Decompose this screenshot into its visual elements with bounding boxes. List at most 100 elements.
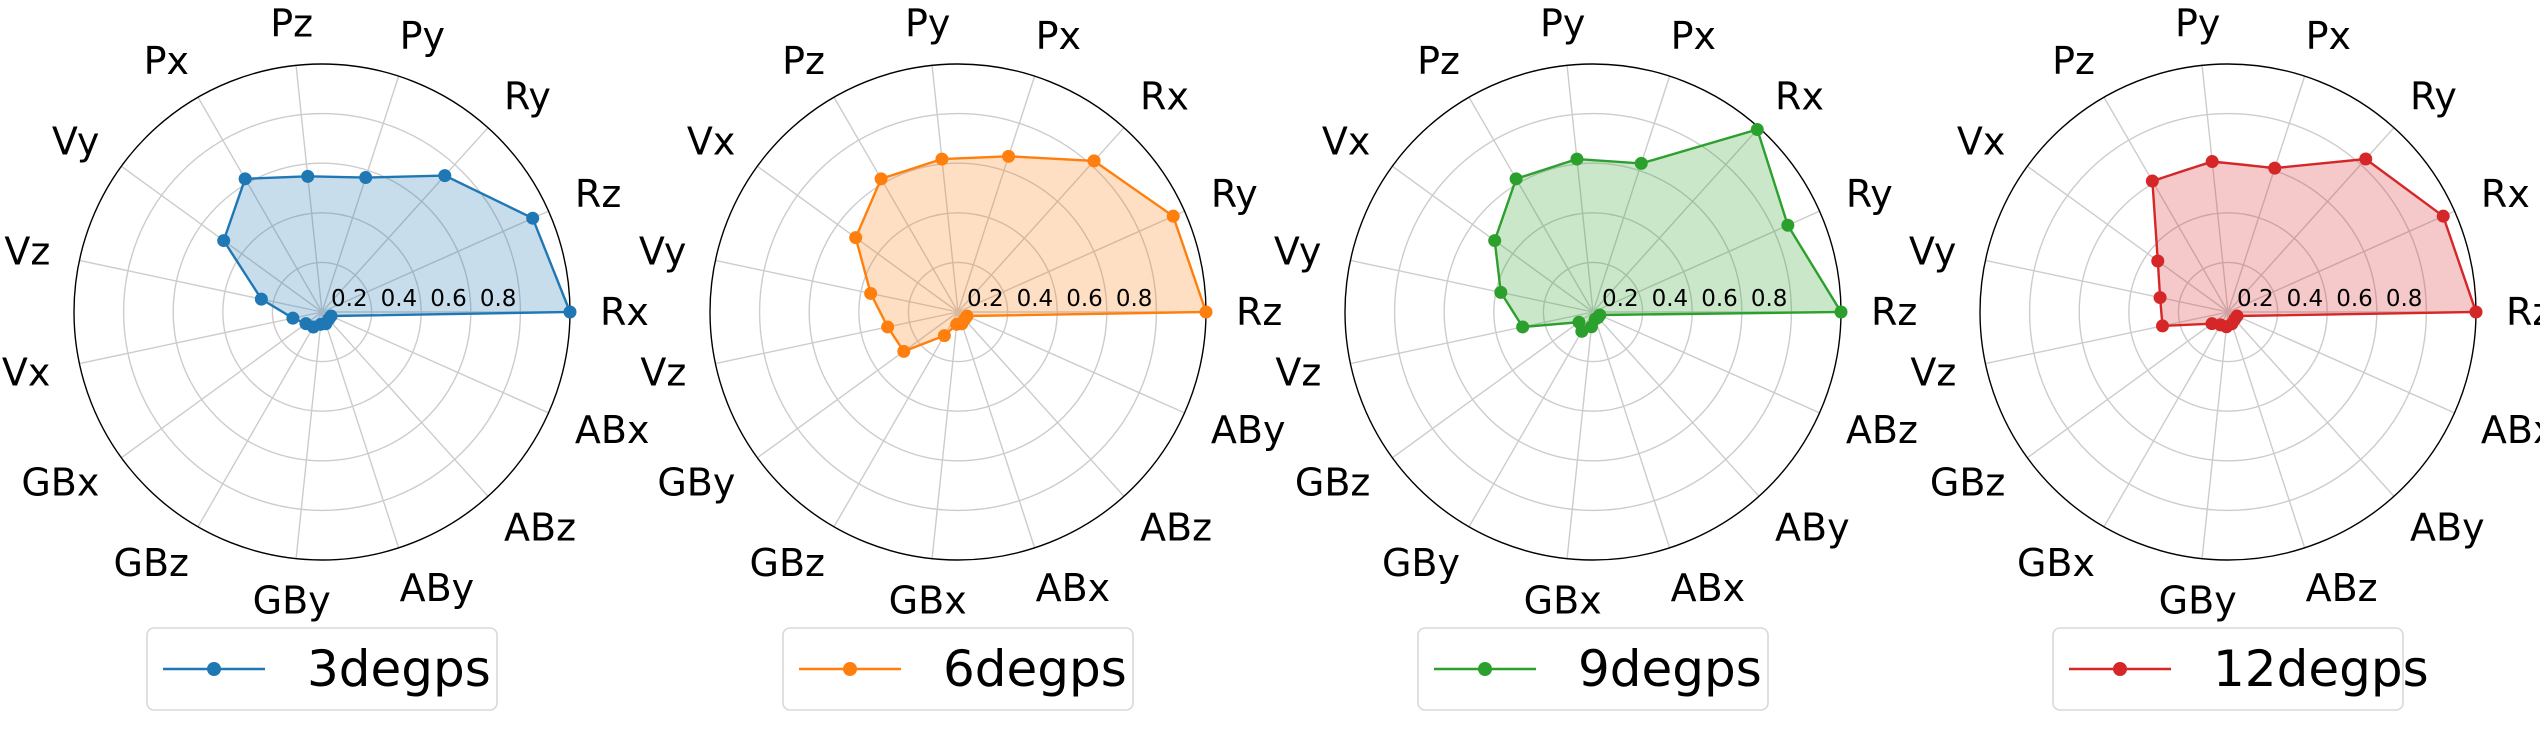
series-area bbox=[223, 175, 570, 327]
axis-label-ABy: ABy bbox=[2410, 506, 2485, 550]
grid-spoke bbox=[957, 311, 1125, 497]
grid-spoke bbox=[321, 210, 549, 313]
r-tick-label: 0.2 bbox=[331, 286, 368, 312]
grid-spoke bbox=[1350, 259, 1594, 313]
series-area bbox=[1494, 129, 1841, 332]
grid-spoke bbox=[957, 75, 1036, 313]
grid-spoke bbox=[1391, 311, 1594, 459]
axis-label-Vy: Vy bbox=[1274, 230, 1321, 274]
axis-label-GBx: GBx bbox=[21, 460, 99, 504]
grid-spoke bbox=[1592, 127, 1760, 313]
data-point-Rx bbox=[1750, 123, 1764, 137]
grid-spoke bbox=[1592, 210, 1820, 313]
data-point-Vy bbox=[864, 286, 878, 300]
axis-label-Pz: Pz bbox=[782, 39, 825, 83]
data-point-Pz bbox=[301, 169, 315, 183]
axis-label-Vz: Vz bbox=[1275, 350, 1321, 394]
data-point-Vz bbox=[881, 320, 895, 334]
data-point-Rz bbox=[2469, 305, 2483, 319]
legend-box bbox=[146, 627, 498, 711]
axis-label-Vy: Vy bbox=[1909, 230, 1956, 274]
axis-label-ABx: ABx bbox=[575, 408, 650, 452]
grid-spoke bbox=[197, 96, 323, 313]
radar-panel-9degps: 0.2 0.4 0.6 0.8 Rz Ry Rx Px Py Pz Vx Vy Vz GBz GBy GBx A… bbox=[1274, 2, 1918, 711]
data-point-Vx bbox=[849, 231, 863, 245]
data-point-ABx bbox=[324, 309, 338, 323]
data-point-Px bbox=[1002, 149, 1016, 163]
legend: 12degps bbox=[2052, 627, 2429, 711]
axis-label-Px: Px bbox=[144, 39, 189, 83]
axis-label-ABz: ABz bbox=[1846, 408, 1918, 452]
data-point-Vx bbox=[2151, 254, 2165, 268]
grid-spoke bbox=[1592, 311, 1820, 414]
r-tick-label: 0.8 bbox=[1116, 286, 1153, 312]
grid-spoke bbox=[715, 259, 959, 313]
r-tick-label: 0.4 bbox=[2287, 286, 2324, 312]
grid-spoke bbox=[120, 311, 323, 459]
series-area bbox=[855, 156, 1206, 352]
radar-panel-3degps: 0.2 0.4 0.6 0.8 Rx Rz Ry Py Pz Px Vy Vz Vx GBx GBz GBy A… bbox=[2, 2, 650, 711]
data-point-Rz bbox=[1834, 305, 1848, 319]
grid-spoke bbox=[321, 311, 400, 549]
grid-spoke bbox=[79, 259, 323, 313]
legend-label: 9degps bbox=[1578, 640, 1762, 698]
r-tick-label: 0.2 bbox=[967, 286, 1004, 312]
series-area bbox=[2152, 159, 2476, 327]
axis-label-GBy: GBy bbox=[253, 578, 331, 622]
r-tick-label: 0.8 bbox=[480, 286, 517, 312]
axis-label-GBz: GBz bbox=[1930, 460, 2005, 504]
axis-label-ABy: ABy bbox=[1211, 408, 1286, 452]
grid-spoke bbox=[833, 311, 959, 528]
axis-label-Px: Px bbox=[1036, 14, 1081, 58]
data-point-GBy bbox=[897, 344, 911, 358]
legend-box bbox=[782, 627, 1134, 711]
grid-spoke bbox=[931, 311, 959, 559]
axis-label-ABy: ABy bbox=[1775, 506, 1850, 550]
grid-spoke bbox=[1566, 65, 1594, 313]
data-point-Py bbox=[2205, 155, 2219, 169]
data-point-Rx bbox=[1087, 154, 1101, 168]
grid-spoke bbox=[2026, 165, 2229, 313]
axis-label-Rx: Rx bbox=[1140, 74, 1189, 118]
grid-spoke bbox=[2227, 311, 2455, 414]
axis-label-Py: Py bbox=[905, 2, 950, 46]
data-point-Py bbox=[1570, 152, 1584, 166]
axis-label-Px: Px bbox=[1671, 14, 1716, 58]
axis-label-ABy: ABy bbox=[400, 566, 475, 610]
r-tick-label: 0.6 bbox=[1701, 286, 1738, 312]
radar-panel-12degps: 0.2 0.4 0.6 0.8 Rz Rx Ry Px Py Pz Vx Vy Vz GBz GBx GBy A… bbox=[1909, 2, 2540, 711]
axis-label-Vy: Vy bbox=[52, 120, 99, 164]
grid-spoke bbox=[321, 127, 489, 313]
axis-label-Py: Py bbox=[400, 14, 445, 58]
r-tick-label: 0.4 bbox=[381, 286, 418, 312]
r-tick-label: 0.4 bbox=[1652, 286, 1689, 312]
axis-label-ABx: ABx bbox=[1671, 566, 1746, 610]
axis-label-GBy: GBy bbox=[2159, 578, 2237, 622]
data-point-Pz bbox=[1509, 172, 1523, 186]
axis-label-Rx: Rx bbox=[2481, 172, 2530, 216]
grid-spoke bbox=[295, 65, 323, 313]
data-point-Vz bbox=[2156, 319, 2170, 333]
axis-label-ABz: ABz bbox=[1140, 506, 1212, 550]
grid-spoke bbox=[957, 210, 1185, 313]
grid-spoke bbox=[957, 311, 1036, 549]
r-tick-label: 0.6 bbox=[2336, 286, 2373, 312]
grid-spoke bbox=[1592, 311, 1671, 549]
data-point-Rx bbox=[563, 305, 577, 319]
axis-label-Rx: Rx bbox=[1775, 74, 1824, 118]
legend-marker bbox=[843, 662, 857, 676]
grid-spoke bbox=[321, 311, 489, 497]
axis-label-Rz: Rz bbox=[2506, 290, 2540, 334]
grid-spoke bbox=[1592, 311, 1760, 497]
r-tick-label: 0.2 bbox=[2237, 286, 2274, 312]
grid-spoke bbox=[1468, 311, 1594, 528]
axis-label-ABx: ABx bbox=[1036, 566, 1111, 610]
axis-label-GBz: GBz bbox=[1295, 460, 1370, 504]
data-point-Vz bbox=[254, 292, 268, 306]
legend: 3degps bbox=[146, 627, 498, 711]
grid-spoke bbox=[931, 65, 959, 313]
data-point-Ry bbox=[2359, 152, 2373, 166]
axis-label-GBx: GBx bbox=[1524, 578, 1602, 622]
axis-label-Vz: Vz bbox=[4, 230, 50, 274]
